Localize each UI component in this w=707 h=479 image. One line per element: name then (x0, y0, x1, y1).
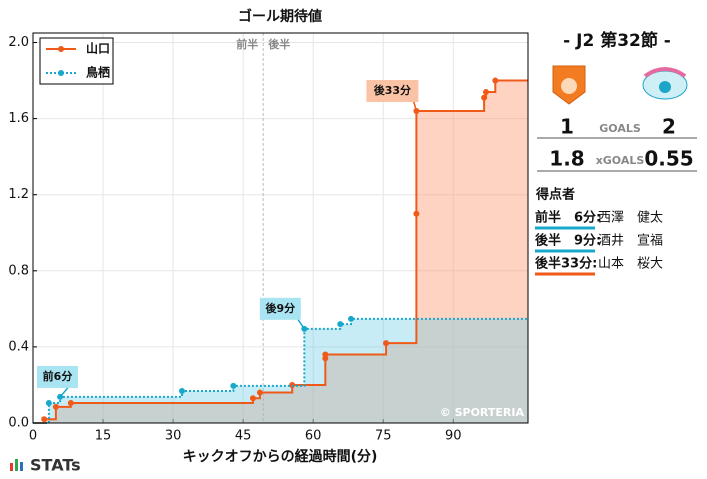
point (322, 351, 329, 358)
brand-text: STATs (30, 456, 81, 475)
legend-label: 鳥栖 (86, 65, 110, 80)
point (45, 400, 52, 407)
legend-marker (58, 70, 64, 76)
annotation-text: 後9分 (265, 301, 295, 315)
point (481, 94, 488, 101)
point (52, 403, 59, 410)
brand-logo: STATs (10, 456, 81, 475)
half-label: 前半 (236, 37, 258, 51)
point (413, 210, 420, 217)
away-goals: 2 (662, 115, 676, 139)
point (337, 321, 344, 328)
home-xg: 1.8 (549, 147, 584, 171)
legend-box (39, 37, 114, 85)
scorer-name: 西澤 健太 (598, 211, 663, 226)
y-tick-label: 1.6 (8, 111, 29, 126)
legend-marker (58, 46, 64, 52)
y-tick-label: 2.0 (8, 35, 29, 50)
annotation-text: 後33分 (374, 83, 411, 97)
annotation-box (366, 80, 419, 102)
x-tick-label: 60 (305, 429, 322, 444)
y-tick-label: 0.8 (8, 263, 29, 278)
point (383, 340, 390, 347)
away-logo (642, 67, 688, 100)
goals-label: GOALS (599, 122, 641, 135)
x-tick-label: 30 (165, 429, 182, 444)
x-tick-label: 45 (235, 429, 252, 444)
round-title: - J2 第32節 - (563, 30, 671, 51)
point (492, 77, 499, 84)
x-tick-label: 90 (445, 429, 462, 444)
away-xg: 0.55 (644, 147, 693, 171)
plot-frame (32, 32, 529, 424)
legend-label: 山口 (86, 41, 110, 56)
point (67, 400, 74, 407)
point (178, 388, 185, 395)
xg-label: xGOALS (596, 154, 645, 167)
area (33, 80, 528, 423)
point (41, 416, 48, 423)
scorer-name: 山本 桜大 (598, 257, 663, 272)
home-logo (552, 65, 586, 105)
scorer-time: 後半 9分: (535, 233, 601, 249)
y-tick-label: 0.0 (8, 416, 29, 431)
scorers-title: 得点者 (535, 187, 575, 203)
chart-title: ゴール期待値 (238, 8, 322, 25)
home-goals: 1 (560, 115, 574, 139)
step-line (33, 317, 528, 424)
watermark: © SPORTERIA (440, 406, 525, 419)
x-tick-label: 75 (375, 429, 392, 444)
annotation-box (259, 297, 301, 320)
annotation-box (37, 365, 78, 388)
annotation-text: 前6分 (43, 369, 73, 383)
point (348, 315, 355, 322)
half-label: 後半 (268, 37, 290, 51)
y-tick-label: 0.4 (8, 339, 29, 354)
point (256, 389, 263, 396)
scorer-name: 酒井 宣福 (598, 233, 663, 249)
point (230, 382, 237, 389)
x-axis-label: キックオフからの経過時間(分) (183, 448, 378, 465)
x-tick-label: 15 (95, 429, 112, 444)
scorer-time: 後半33分: (535, 256, 597, 272)
x-tick-label: 0 (29, 429, 37, 444)
point (482, 88, 489, 95)
point (249, 395, 256, 402)
y-tick-label: 1.2 (8, 187, 29, 202)
scorer-time: 前半 6分: (535, 210, 601, 226)
